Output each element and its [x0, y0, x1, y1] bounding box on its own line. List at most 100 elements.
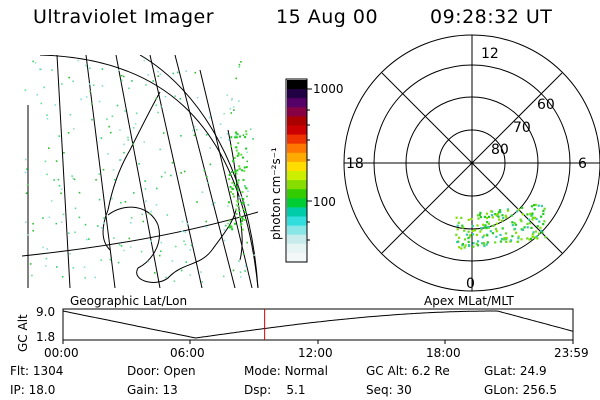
- map-speckle: [189, 274, 191, 276]
- map-speckle: [147, 74, 150, 76]
- aurora-speckle: [463, 246, 466, 249]
- map-speckle: [158, 254, 161, 257]
- aurora-speckle: [480, 227, 483, 230]
- aurora-speckle: [491, 232, 494, 235]
- map-speckle: [236, 154, 239, 157]
- map-speckle: [48, 216, 51, 219]
- map-speckle: [143, 141, 145, 143]
- map-speckle: [100, 259, 102, 261]
- map-speckle: [237, 179, 240, 182]
- map-speckle: [180, 172, 182, 174]
- map-speckle: [235, 208, 238, 211]
- aurora-speckle: [489, 230, 492, 233]
- ip-value: 18.0: [28, 383, 56, 397]
- aurora-speckle: [517, 208, 520, 211]
- seq-field: Seq: 30: [366, 383, 412, 397]
- map-speckle: [108, 125, 110, 128]
- map-speckle: [186, 223, 189, 225]
- aurora-speckle: [474, 229, 477, 232]
- map-speckle: [234, 171, 237, 173]
- map-speckle: [62, 213, 65, 216]
- aurora-speckle: [500, 219, 504, 222]
- aurora-speckle: [531, 235, 534, 238]
- map-speckle: [80, 98, 82, 101]
- map-speckle: [145, 200, 147, 202]
- map-speckle: [246, 195, 248, 198]
- aurora-speckle: [543, 220, 546, 223]
- map-speckle: [233, 195, 235, 198]
- map-speckle: [97, 225, 99, 227]
- gain-value: 13: [162, 383, 178, 397]
- map-speckle: [159, 73, 162, 76]
- map-speckle: [152, 80, 155, 82]
- map-speckle: [78, 191, 81, 194]
- map-speckle: [160, 250, 162, 252]
- aurora-speckle: [467, 237, 470, 240]
- map-speckle: [160, 175, 163, 178]
- map-speckle: [244, 185, 246, 187]
- glat-label: GLat:: [484, 364, 517, 378]
- map-speckle: [120, 245, 123, 247]
- map-speckle: [184, 231, 187, 233]
- seq-label: Seq:: [366, 383, 393, 397]
- map-speckle: [153, 272, 156, 274]
- map-speckle: [177, 71, 179, 74]
- map-speckle: [94, 276, 96, 279]
- map-speckle: [74, 207, 77, 210]
- glat-value: 24.9: [519, 364, 547, 378]
- map-speckle: [237, 153, 240, 156]
- map-speckle: [98, 100, 101, 103]
- map-speckle: [219, 123, 222, 125]
- aurora-speckle: [485, 227, 488, 230]
- aurora-speckle: [495, 214, 498, 217]
- map-speckle: [91, 118, 93, 121]
- map-speckle: [130, 222, 132, 224]
- aurora-speckle: [503, 237, 506, 240]
- aurora-speckle: [499, 209, 502, 212]
- map-speckle: [232, 159, 235, 162]
- map-speckle: [237, 142, 240, 145]
- mlat-label-80: 80: [491, 142, 509, 158]
- aurora-speckle: [529, 212, 532, 215]
- aurora-speckle: [485, 217, 489, 220]
- map-speckle: [127, 136, 129, 139]
- map-speckle: [145, 84, 147, 86]
- map-speckle: [244, 211, 247, 214]
- map-speckle: [147, 260, 150, 263]
- aurora-speckle: [516, 240, 519, 243]
- map-speckle: [241, 216, 244, 219]
- map-speckle: [157, 75, 159, 77]
- map-speckle: [227, 205, 229, 207]
- altitude-ytick-9: 9.0: [36, 305, 56, 319]
- map-speckle: [232, 188, 235, 191]
- map-speckle: [25, 192, 28, 194]
- map-speckle: [234, 131, 237, 134]
- map-speckle: [46, 248, 48, 250]
- map-speckle: [228, 201, 230, 204]
- aurora-speckle: [530, 205, 534, 208]
- map-speckle: [234, 222, 236, 225]
- map-speckle: [107, 153, 109, 155]
- map-speckle: [222, 275, 225, 278]
- aurora-speckle: [533, 216, 537, 219]
- aurora-speckle: [527, 218, 531, 221]
- map-speckle: [123, 143, 125, 146]
- map-speckle: [144, 180, 146, 182]
- mode-label: Mode:: [244, 364, 281, 378]
- aurora-speckle: [469, 234, 472, 237]
- map-speckle: [61, 83, 63, 85]
- colorbar-segment: [287, 134, 307, 145]
- colorbar-segment: [287, 89, 307, 99]
- map-speckle: [243, 169, 246, 172]
- map-speckle: [241, 218, 244, 221]
- map-speckle: [102, 168, 105, 171]
- map-speckle: [233, 157, 236, 159]
- map-speckle: [179, 98, 182, 100]
- map-speckle: [228, 225, 231, 228]
- map-speckle: [231, 99, 233, 101]
- altitude-ylabel: GC Alt: [16, 314, 30, 352]
- map-speckle: [36, 93, 38, 96]
- gcalt-label: GC Alt:: [366, 364, 408, 378]
- map-speckle: [131, 80, 133, 82]
- ip-field: IP: 18.0: [10, 383, 55, 397]
